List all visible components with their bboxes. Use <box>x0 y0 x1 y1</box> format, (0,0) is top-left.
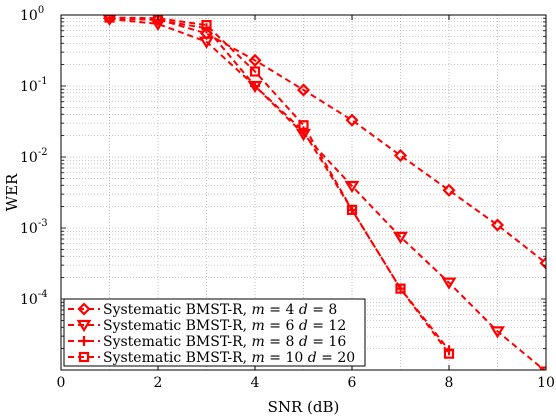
data-point <box>346 204 358 215</box>
data-point <box>79 336 89 346</box>
series-group <box>104 15 455 359</box>
data-point <box>104 15 115 23</box>
legend-entry: Systematic BMST-R, m = 4 d = 8 <box>68 302 337 318</box>
y-tick-label: 100 <box>20 5 44 24</box>
x-axis-label: SNR (dB) <box>268 398 340 416</box>
legend-entry: Systematic BMST-R, m = 8 d = 16 <box>68 334 346 350</box>
data-point <box>490 326 505 339</box>
data-point <box>539 256 546 270</box>
data-point <box>345 113 359 127</box>
series-line <box>109 16 450 355</box>
data-point <box>393 231 408 244</box>
data-point <box>199 36 214 49</box>
plot-frame <box>60 14 547 371</box>
legend-label: Systematic BMST-R, m = 4 d = 8 <box>103 302 337 318</box>
x-tick-label: 10 <box>537 375 555 391</box>
data-point <box>248 53 262 67</box>
legend-label: Systematic BMST-R, m = 8 d = 16 <box>103 334 346 350</box>
data-point <box>76 319 92 333</box>
y-tick-label: 10-3 <box>20 218 48 237</box>
tick-labels: 0 2 4 6 8 10 100 10-1 10-2 10-3 10-4 <box>20 5 555 391</box>
data-point <box>250 81 260 91</box>
legend-entry: Systematic BMST-R, m = 6 d = 12 <box>68 318 346 334</box>
data-point <box>490 218 505 232</box>
legend-entry: Systematic BMST-R, m = 10 d = 20 <box>68 350 355 366</box>
y-axis-label: WER <box>3 173 21 211</box>
series-line <box>109 17 546 370</box>
data-point <box>152 15 164 24</box>
x-tick-label: 8 <box>445 375 454 391</box>
x-tick-label: 4 <box>251 375 260 391</box>
legend: Systematic BMST-R, m = 4 d = 8Systematic… <box>63 298 366 367</box>
data-point <box>102 15 117 27</box>
axis-ticks <box>60 15 547 371</box>
series-group <box>102 15 546 270</box>
data-point <box>442 183 456 197</box>
data-point <box>393 148 408 163</box>
y-tick-label: 10-4 <box>20 289 48 308</box>
y-tick-label: 10-1 <box>20 76 48 95</box>
data-point <box>441 277 457 290</box>
series-layer <box>102 15 546 370</box>
data-point <box>443 348 455 359</box>
legend-box <box>63 298 366 367</box>
data-point <box>395 283 406 294</box>
x-tick-label: 2 <box>154 375 163 391</box>
data-point <box>344 180 360 194</box>
x-tick-label: 6 <box>348 375 357 391</box>
legend-label: Systematic BMST-R, m = 10 d = 20 <box>103 350 355 366</box>
data-point <box>77 302 91 316</box>
x-tick-label: 0 <box>57 375 66 391</box>
data-point <box>249 66 261 77</box>
series-line <box>109 17 546 264</box>
data-point <box>298 120 309 131</box>
data-point <box>201 20 212 31</box>
data-point <box>78 351 90 363</box>
y-tick-label: 10-2 <box>20 147 48 166</box>
legend-label: Systematic BMST-R, m = 6 d = 12 <box>103 318 346 334</box>
data-point <box>296 83 311 97</box>
